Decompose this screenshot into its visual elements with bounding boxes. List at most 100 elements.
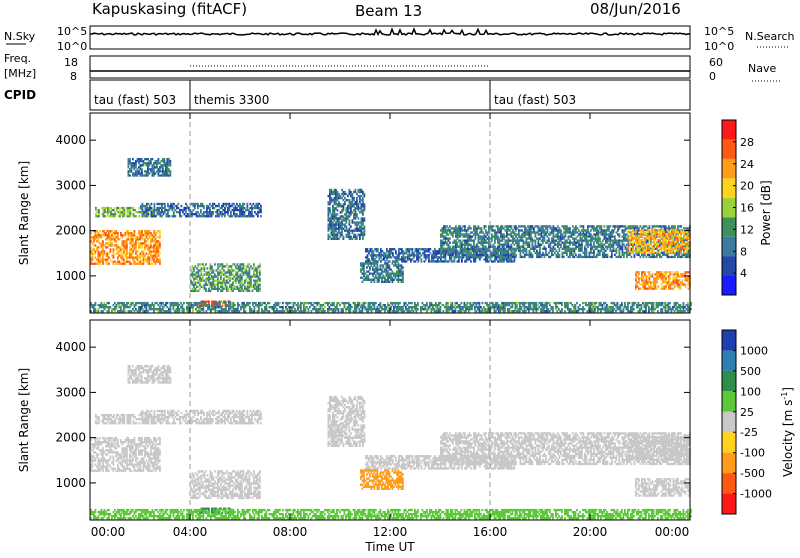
power-cell [167, 213, 169, 215]
power-cell [377, 266, 379, 268]
power-cell [625, 225, 627, 227]
power-cell [553, 233, 555, 235]
power-cell [193, 280, 195, 282]
power-cell [363, 270, 365, 272]
power-cell [553, 254, 555, 256]
power-cell [677, 233, 679, 235]
power-cell [461, 258, 463, 260]
power-cell [362, 277, 364, 279]
power-cell [117, 252, 119, 254]
power-cell [631, 241, 633, 243]
power-cell [328, 230, 330, 232]
power-cell [199, 288, 201, 290]
power-cell [231, 265, 233, 267]
power-cell [550, 225, 552, 227]
power-cell [243, 290, 245, 292]
power-cell [343, 207, 345, 209]
power-cell [181, 215, 183, 217]
power-cell [147, 244, 149, 246]
power-cell [131, 248, 133, 250]
power-cell [535, 233, 537, 235]
power-cell [472, 231, 474, 233]
power-cell [141, 244, 143, 246]
power-cell [362, 211, 364, 213]
power-cell [559, 242, 561, 244]
power-cell [352, 219, 354, 221]
power-cell [386, 268, 388, 270]
power-cell [221, 215, 223, 217]
power-cell [440, 254, 442, 256]
power-cell [140, 256, 142, 258]
power-cell [117, 258, 119, 260]
power-cell [658, 245, 660, 247]
power-cell [147, 238, 149, 240]
power-cell [623, 254, 625, 256]
power-cell [602, 239, 604, 241]
power-cell [383, 258, 385, 260]
power-cell [629, 247, 631, 249]
power-cell [452, 254, 454, 256]
power-cell [167, 211, 169, 213]
power-cell [596, 248, 598, 250]
power-cell [547, 235, 549, 237]
power-cell [581, 242, 583, 244]
power-cell [92, 250, 94, 252]
power-cell [577, 227, 579, 229]
power-cell [401, 264, 403, 266]
power-cell [378, 281, 380, 283]
power-cell [628, 231, 630, 233]
power-cell [240, 265, 242, 267]
power-cell [108, 256, 110, 258]
power-cell [246, 277, 248, 279]
power-cell [398, 254, 400, 256]
power-cell [143, 263, 145, 265]
power-cell [658, 277, 660, 279]
power-cell [668, 279, 670, 281]
power-cell [667, 229, 669, 231]
power-cell [110, 240, 112, 242]
power-cell [331, 201, 333, 203]
power-cell [364, 207, 366, 209]
power-cell [569, 256, 571, 258]
power-cell [592, 235, 594, 237]
power-cell [144, 256, 146, 258]
power-cell [389, 264, 391, 266]
power-cell [514, 252, 516, 254]
power-cell [619, 242, 621, 244]
power-cell [341, 221, 343, 223]
power-cell [680, 235, 682, 237]
power-cell [406, 252, 408, 254]
power-cell [159, 236, 161, 238]
power-cell [193, 269, 195, 271]
power-cell [347, 195, 349, 197]
power-cell [611, 256, 613, 258]
power-cell [181, 205, 183, 207]
power-cell [613, 229, 615, 231]
power-cell [473, 256, 475, 258]
power-cell [196, 267, 198, 269]
power-cell [674, 225, 676, 227]
power-cell [232, 277, 234, 279]
power-cell [343, 195, 345, 197]
power-cell [520, 248, 522, 250]
power-cell [338, 219, 340, 221]
power-cell [374, 273, 376, 275]
power-cell [380, 256, 382, 258]
power-cell [493, 250, 495, 252]
power-cell [568, 237, 570, 239]
power-cell [412, 250, 414, 252]
power-cell [219, 280, 221, 282]
power-cell [338, 230, 340, 232]
power-cell [454, 252, 456, 254]
power-cell [461, 260, 463, 262]
power-cell [589, 254, 591, 256]
power-cell [226, 280, 228, 282]
power-cell [170, 162, 172, 164]
power-cell [135, 248, 137, 250]
power-cell [544, 237, 546, 239]
power-cell [524, 235, 526, 237]
power-cell [159, 263, 161, 265]
power-cell [387, 279, 389, 281]
power-cell [259, 286, 261, 288]
power-cell [412, 248, 414, 250]
